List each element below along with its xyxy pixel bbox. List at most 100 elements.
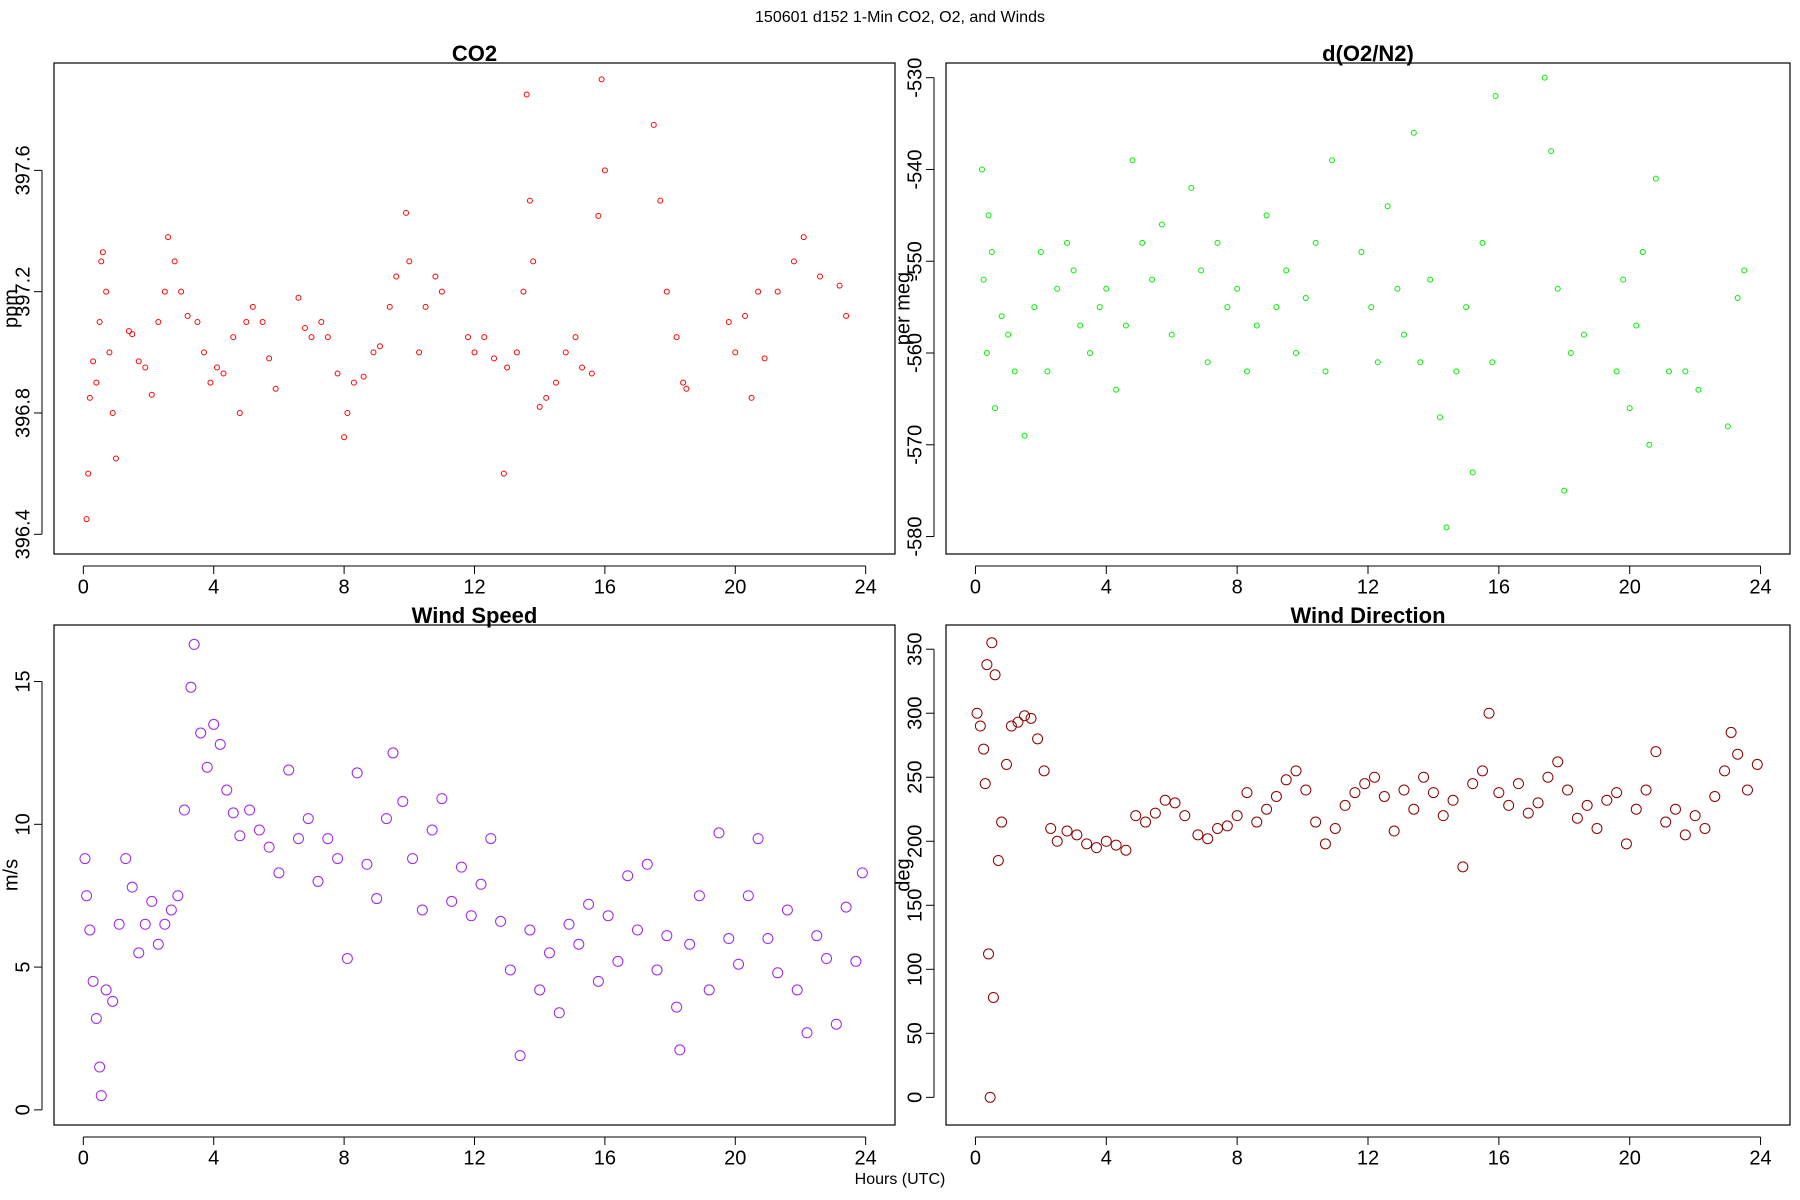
data-point (94, 1061, 106, 1073)
data-point (201, 761, 213, 773)
y-tick-label: 250 (904, 761, 926, 794)
data-point (1384, 203, 1391, 210)
data-point (680, 379, 687, 386)
data-point (90, 358, 97, 365)
data-point (671, 1001, 683, 1013)
data-point (426, 824, 438, 836)
x-tick-label: 20 (724, 576, 746, 598)
data-point (1689, 810, 1701, 822)
data-point (185, 681, 197, 693)
data-point (985, 212, 992, 219)
data-point (980, 276, 987, 283)
data-point (1725, 726, 1737, 738)
data-point (592, 975, 604, 987)
y-tick-label: 0 (904, 1092, 926, 1103)
data-point (583, 898, 595, 910)
y-tick-label: -570 (904, 425, 926, 465)
x-tick-label: 24 (1749, 1147, 1771, 1169)
data-point (1012, 716, 1024, 728)
data-point (1650, 746, 1662, 758)
data-point (1724, 423, 1731, 430)
data-point (393, 273, 400, 280)
data-point (475, 878, 487, 890)
data-point (1019, 710, 1031, 722)
data-point (438, 288, 445, 295)
data-point (1437, 810, 1449, 822)
data-point (657, 197, 664, 204)
data-point (387, 747, 399, 759)
x-tick-label: 8 (339, 576, 350, 598)
data-point (1427, 787, 1439, 799)
data-point (530, 258, 537, 265)
data-point (573, 938, 585, 950)
data-point (987, 991, 999, 1003)
y-tick-label: 350 (904, 633, 926, 666)
data-point (81, 890, 93, 902)
data-point (523, 91, 530, 98)
data-point (318, 318, 325, 325)
data-point (96, 318, 103, 325)
data-point (830, 1018, 842, 1030)
data-point (422, 303, 429, 310)
data-point (1096, 304, 1103, 311)
data-point (1660, 816, 1672, 828)
data-point (148, 391, 155, 398)
data-point (856, 867, 868, 879)
data-point (1290, 765, 1302, 777)
data-point (1312, 239, 1319, 246)
x-tick-label: 4 (208, 576, 219, 598)
data-point (236, 409, 243, 416)
data-point (974, 720, 986, 732)
data-point (1447, 794, 1459, 806)
x-tick-label: 12 (463, 1147, 485, 1169)
data-point (1054, 285, 1061, 292)
data-point (755, 288, 762, 295)
data-point (684, 938, 696, 950)
data-point (178, 804, 190, 816)
y-tick-label: 300 (904, 697, 926, 730)
plot-frame (53, 62, 896, 555)
data-point (1369, 771, 1381, 783)
data-point (100, 984, 112, 996)
x-tick-label: 0 (970, 1147, 981, 1169)
data-point (266, 355, 273, 362)
x-tick-label: 20 (724, 1147, 746, 1169)
data-point (1469, 469, 1476, 476)
plot-frame (945, 624, 1791, 1126)
data-point (602, 910, 614, 922)
data-point (1571, 812, 1583, 824)
data-point (1319, 838, 1331, 850)
data-point (129, 331, 136, 338)
data-point (133, 947, 145, 959)
data-point (821, 953, 833, 965)
data-point (292, 833, 304, 845)
data-point (159, 918, 171, 930)
data-point (1374, 359, 1381, 366)
data-point (1044, 368, 1051, 375)
data-point (1719, 765, 1731, 777)
data-point (1110, 839, 1122, 851)
data-point (1253, 322, 1260, 329)
x-tick-label: 8 (339, 1147, 350, 1169)
data-point (79, 853, 91, 865)
data-point (631, 924, 643, 936)
data-point (693, 890, 705, 902)
data-point (184, 312, 191, 319)
data-point (1734, 294, 1741, 301)
data-point (543, 394, 550, 401)
data-point (552, 379, 559, 386)
x-tick-label: 0 (78, 576, 89, 598)
data-point (651, 964, 663, 976)
data-point (774, 288, 781, 295)
y-tick-label: -550 (904, 241, 926, 281)
data-point (1243, 368, 1250, 375)
data-point (1204, 359, 1211, 366)
data-point (553, 1007, 565, 1019)
data-point (1552, 756, 1564, 768)
data-point (1077, 322, 1084, 329)
x-tick-label: 24 (1749, 576, 1771, 598)
data-point (332, 853, 344, 865)
data-point (713, 827, 725, 839)
data-point (1467, 778, 1479, 790)
